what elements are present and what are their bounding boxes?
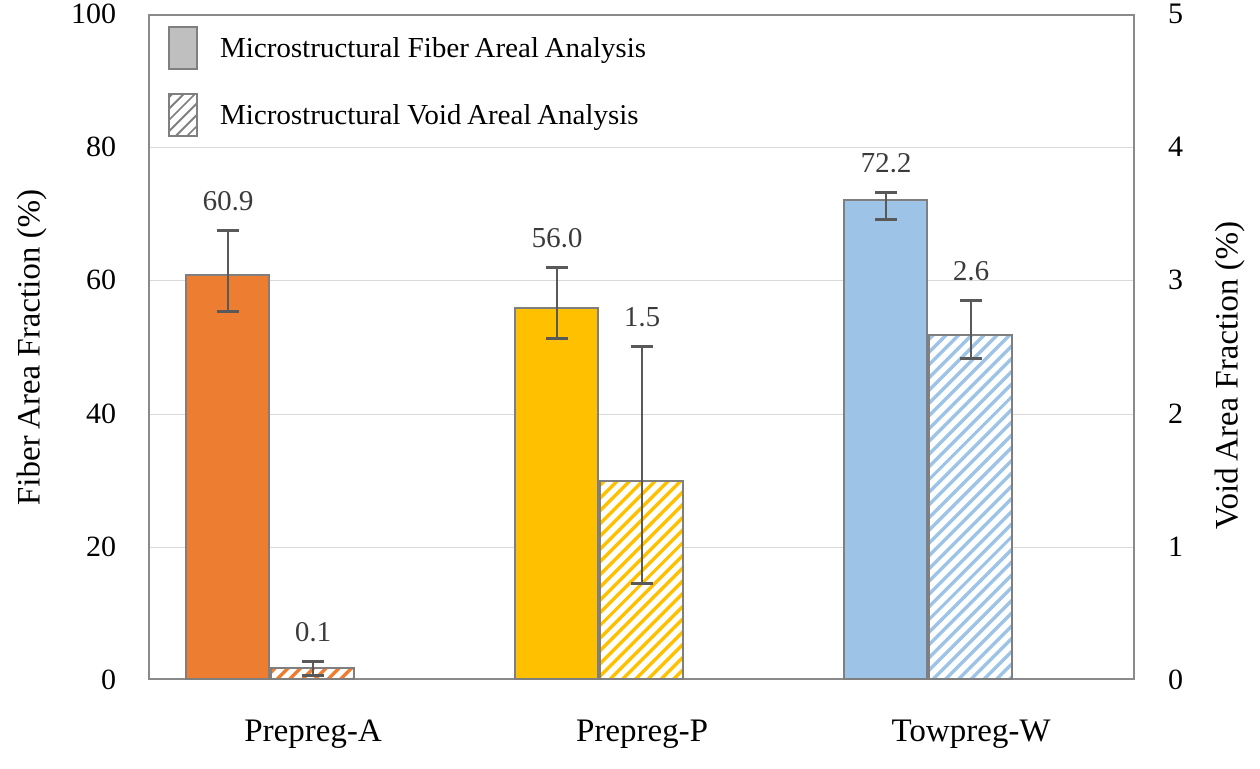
right-axis-title: Void Area Fraction (%)	[1209, 220, 1246, 530]
error-bar-prepreg-p-void	[641, 346, 643, 583]
value-label-prepreg-a-void: 0.1	[294, 616, 332, 648]
error-bar-prepreg-p-void-cap-bottom	[631, 582, 653, 585]
error-bar-towpreg-w-fiber-cap-bottom	[875, 218, 897, 221]
error-bar-towpreg-w-void	[970, 300, 972, 357]
category-label-prepreg-p: Prepreg-P	[576, 713, 708, 749]
left-tick-60: 60	[86, 263, 116, 296]
error-bar-prepreg-p-fiber-cap-top	[546, 266, 568, 269]
error-bar-towpreg-w-void-cap-bottom	[960, 357, 982, 360]
left-tick-20: 20	[86, 530, 116, 563]
right-tick-1: 1	[1168, 530, 1183, 563]
gridline-80	[150, 147, 1133, 148]
error-bar-prepreg-a-void-cap-top	[302, 660, 324, 663]
error-bar-towpreg-w-fiber	[885, 192, 887, 219]
error-bar-prepreg-p-void-cap-top	[631, 345, 653, 348]
value-label-towpreg-w-void: 2.6	[952, 255, 990, 287]
left-tick-0: 0	[101, 663, 116, 696]
error-bar-prepreg-a-fiber-cap-top	[217, 229, 239, 232]
legend-item-fiber: Microstructural Fiber Areal Analysis	[168, 26, 646, 70]
category-label-prepreg-a: Prepreg-A	[244, 713, 382, 749]
error-bar-prepreg-a-fiber	[227, 230, 229, 311]
left-tick-40: 40	[86, 397, 116, 430]
error-bar-prepreg-a-void-cap-bottom	[302, 674, 324, 677]
right-tick-4: 4	[1168, 130, 1183, 163]
error-bar-prepreg-p-fiber	[556, 267, 558, 338]
legend-item-void: Microstructural Void Areal Analysis	[168, 93, 646, 137]
right-tick-2: 2	[1168, 397, 1183, 430]
legend: Microstructural Fiber Areal Analysis Mic…	[168, 26, 646, 160]
value-label-prepreg-p-fiber: 56.0	[531, 222, 583, 254]
right-tick-0: 0	[1168, 663, 1183, 696]
error-bar-towpreg-w-void-cap-top	[960, 299, 982, 302]
bar-prepreg-p-fiber	[514, 307, 599, 680]
error-bar-prepreg-a-void	[312, 661, 314, 674]
value-label-prepreg-a-fiber: 60.9	[202, 185, 254, 217]
error-bar-towpreg-w-fiber-cap-top	[875, 191, 897, 194]
error-bar-prepreg-p-fiber-cap-bottom	[546, 337, 568, 340]
bar-towpreg-w-fiber	[843, 199, 928, 680]
bar-towpreg-w-void	[928, 334, 1013, 680]
legend-label-fiber: Microstructural Fiber Areal Analysis	[220, 31, 647, 64]
right-tick-3: 3	[1168, 263, 1183, 296]
left-tick-80: 80	[86, 130, 116, 163]
error-bar-prepreg-a-fiber-cap-bottom	[217, 310, 239, 313]
right-tick-5: 5	[1168, 0, 1183, 30]
value-label-prepreg-p-void: 1.5	[623, 301, 661, 333]
legend-swatch-solid-icon	[168, 26, 198, 70]
gridline-60	[150, 280, 1133, 281]
left-tick-100: 100	[71, 0, 116, 30]
legend-swatch-hatched-icon	[168, 93, 198, 137]
left-axis-title: Fiber Area Fraction (%)	[11, 188, 48, 506]
legend-label-void: Microstructural Void Areal Analysis	[220, 98, 639, 131]
category-label-towpreg-w: Towpreg-W	[891, 713, 1051, 749]
value-label-towpreg-w-fiber: 72.2	[860, 147, 912, 179]
bar-prepreg-a-fiber	[185, 274, 270, 680]
